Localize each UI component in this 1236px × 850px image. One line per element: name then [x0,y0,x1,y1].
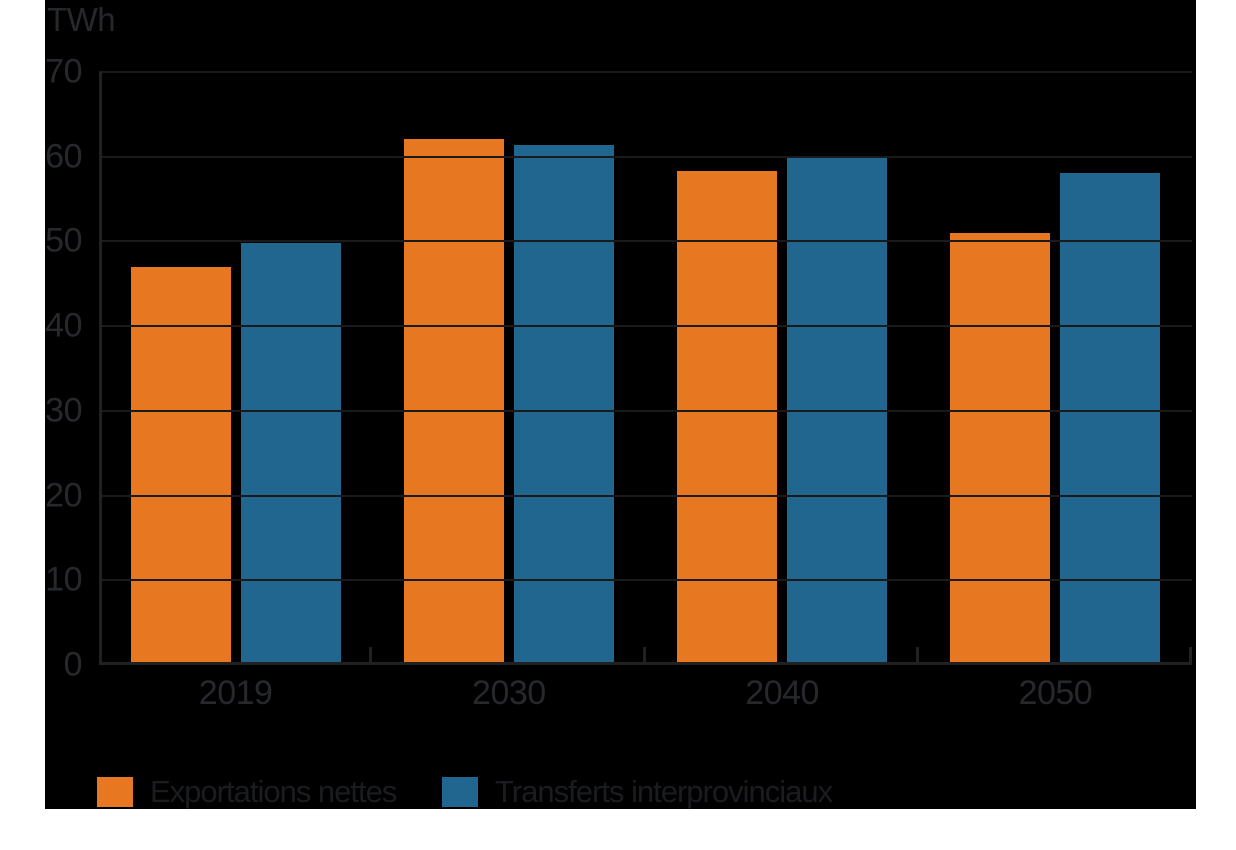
gridline-30 [99,409,1192,412]
y-tick-label-0: 0 [63,645,83,684]
legend-swatch-transferts-interprovinciaux [442,777,478,807]
bar-transferts-interprovinciaux-2019 [240,243,341,665]
gridline-40 [99,325,1192,328]
y-axis-line [99,72,102,665]
y-tick-label-40: 40 [45,306,82,345]
plot-area [99,71,1192,665]
y-axis-unit-label: TWh [47,1,116,38]
gridline-60 [99,155,1192,158]
bar-group-2019 [99,72,372,665]
legend-item-exportations-nettes: Exportations nettes [97,774,397,810]
chart-canvas: TWh 0 10 20 30 40 50 60 70 2019 2030 2040 2050 Exp… [45,0,1196,809]
x-axis-tick-labels: 2019 2030 2040 2050 [99,674,1192,713]
y-tick-label-30: 30 [45,391,82,430]
x-axis-line [99,662,1192,665]
category-boundary-tick-2 [642,647,646,665]
bar-group-2050 [919,72,1192,665]
legend-item-transferts-interprovinciaux: Transferts interprovinciaux [442,774,833,810]
gridline-20 [99,494,1192,497]
x-tick-label-2019: 2019 [198,674,273,712]
y-tick-label-70: 70 [45,52,82,91]
x-tick-label-2040: 2040 [745,674,819,712]
gridline-50 [99,240,1192,243]
y-tick-label-10: 10 [45,560,82,599]
bar-exportations-nettes-2019 [130,266,231,665]
bar-group-2030 [372,72,645,665]
y-tick-label-50: 50 [45,221,82,260]
gridline-10 [99,579,1192,582]
category-boundary-tick-4 [1189,647,1192,665]
bar-exportations-nettes-2030 [403,138,504,665]
x-tick-label-2030: 2030 [472,674,546,712]
y-axis-tick-labels: 0 10 20 30 40 50 60 70 [45,53,82,684]
bar-exportations-nettes-2050 [950,232,1051,665]
category-boundary-tick-1 [369,647,373,665]
legend-swatch-exportations-nettes [97,777,133,807]
y-tick-label-20: 20 [45,476,82,515]
bar-groups [99,72,1192,665]
legend: Exportations nettes Transferts interprovi… [45,774,1196,809]
bar-transferts-interprovinciaux-2050 [1060,172,1161,665]
y-tick-label-60: 60 [45,137,82,176]
bar-exportations-nettes-2040 [677,171,778,665]
bar-group-2040 [646,72,919,665]
bar-transferts-interprovinciaux-2030 [513,144,614,665]
x-tick-label-2050: 2050 [1018,674,1093,712]
gridline-70 [99,71,1192,73]
category-boundary-tick-3 [915,647,919,665]
legend-label-exportations-nettes: Exportations nettes [150,774,397,809]
legend-label-transferts-interprovinciaux: Transferts interprovinciaux [495,774,833,809]
